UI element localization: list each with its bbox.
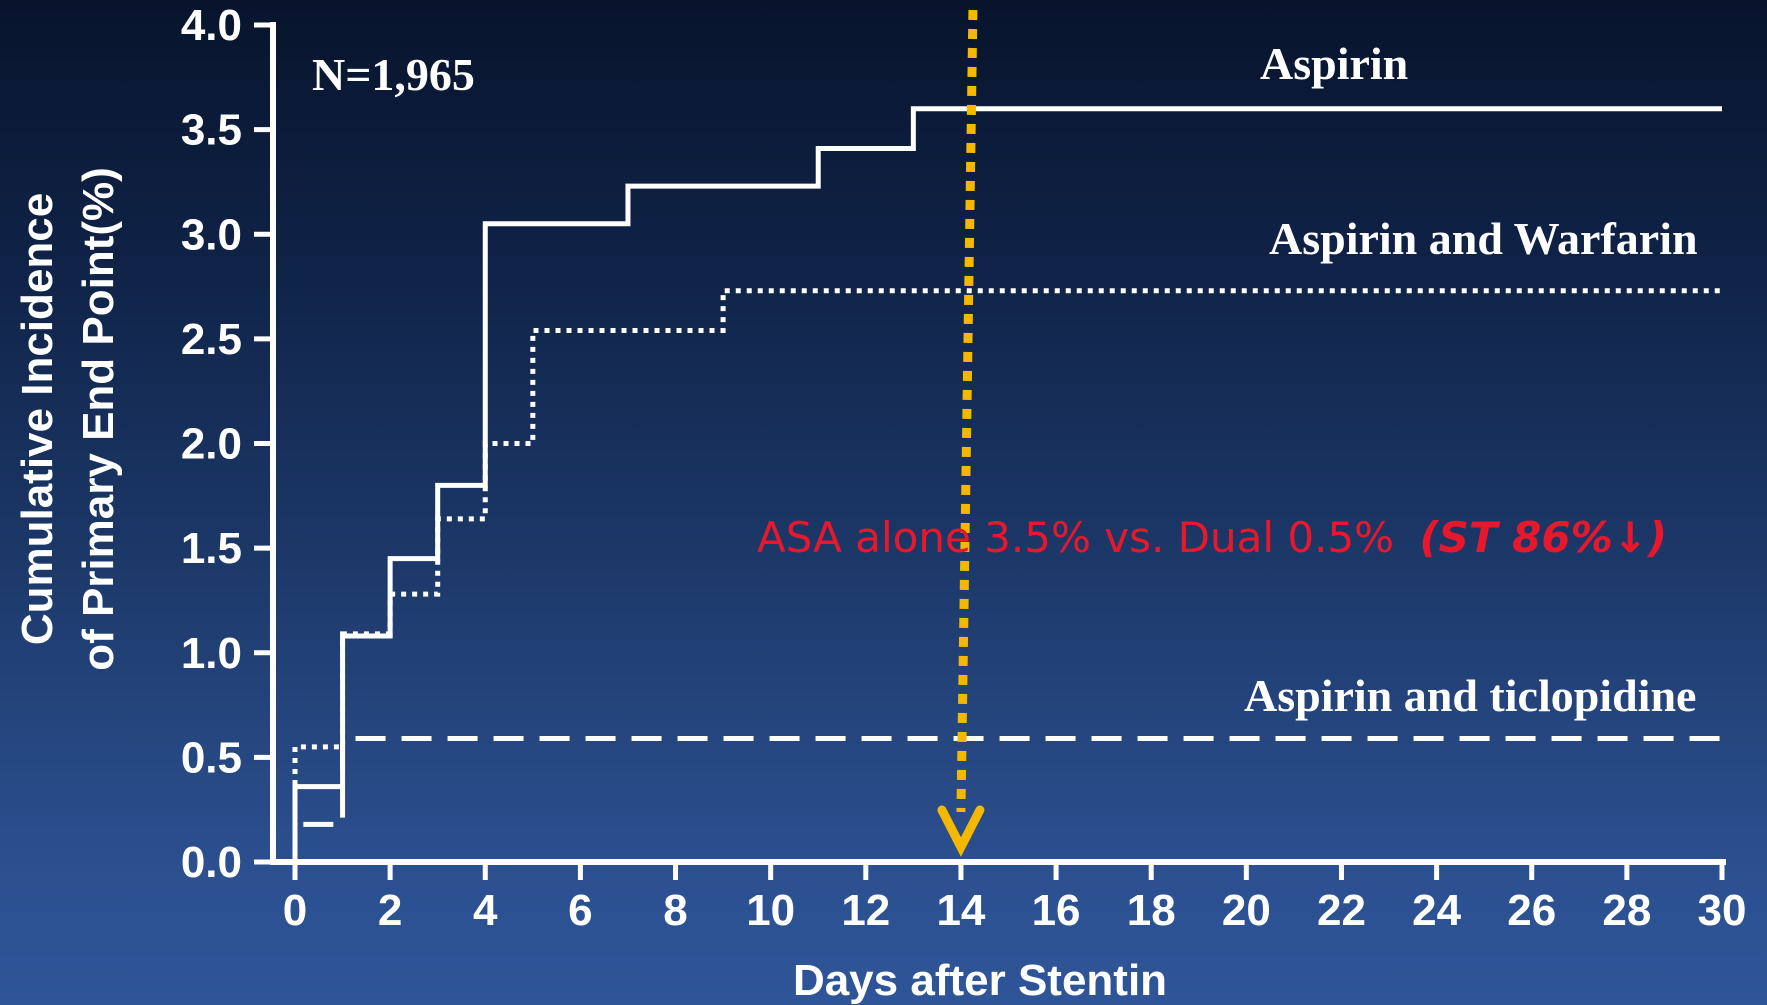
day-14-dotted-arrow-line: [956, 9, 978, 813]
sample-size-label: N=1,965: [312, 49, 475, 100]
ticks: 0.00.51.01.52.02.53.03.54.00 2 4 6 8 10 12 14 16…: [181, 1, 1747, 935]
x-tick-label: 10: [746, 886, 795, 935]
y-tick-label: 0.0: [181, 838, 242, 887]
series-label-aspirin-ticlopidine: Aspirin and ticlopidine: [1244, 670, 1696, 721]
y-tick-label: 4.0: [181, 1, 242, 50]
x-tick-label: 2: [378, 886, 402, 935]
y-tick-label: 3.5: [181, 106, 242, 155]
x-tick-label: 14: [936, 886, 985, 935]
x-axis-title: Days after Stentin: [793, 956, 1167, 1005]
x-tick-label: 28: [1602, 886, 1651, 935]
arrowhead: [937, 805, 985, 857]
x-tick-label: 18: [1127, 886, 1176, 935]
comparison-annotation: ASA alone 3.5% vs. Dual 0.5% (ST 86%↓): [757, 513, 1667, 562]
series-label-aspirin: Aspirin: [1260, 38, 1408, 89]
series-line-aspirin-and-warfarin: [292, 288, 1722, 862]
y-tick-label: 3.0: [181, 210, 242, 259]
series-line-aspirin-and-ticlopidine: [292, 736, 1722, 862]
day-14-marker: [937, 9, 985, 857]
x-tick-label: 12: [841, 886, 890, 935]
x-tick-label: 22: [1317, 886, 1366, 935]
x-tick-label: 8: [663, 886, 687, 935]
series-lines: [292, 106, 1722, 862]
series-label-aspirin-warfarin: Aspirin and Warfarin: [1269, 213, 1698, 264]
x-tick-label: 6: [568, 886, 592, 935]
y-axis-title-line-1: Cumulative Incidence: [13, 193, 62, 645]
y-tick-label: 0.5: [181, 733, 242, 782]
y-tick-label: 1.0: [181, 629, 242, 678]
x-tick-label: 20: [1222, 886, 1271, 935]
comparison-main-text: ASA alone 3.5% vs. Dual 0.5%: [757, 513, 1394, 562]
x-tick-label: 0: [283, 886, 307, 935]
x-tick-label: 16: [1032, 886, 1081, 935]
y-axis-title: Cumulative Incidence of Primary End Poin…: [13, 167, 123, 671]
x-tick-label: 4: [473, 886, 498, 935]
y-tick-label: 1.5: [181, 524, 242, 573]
comparison-highlight-text: (ST 86%↓): [1419, 513, 1667, 562]
y-tick-label: 2.0: [181, 420, 242, 469]
x-tick-label: 26: [1507, 886, 1556, 935]
y-axis-title-line-2: of Primary End Point(%): [74, 167, 123, 671]
x-tick-label: 30: [1698, 886, 1747, 935]
y-tick-label: 2.5: [181, 315, 242, 364]
x-tick-label: 24: [1412, 886, 1461, 935]
